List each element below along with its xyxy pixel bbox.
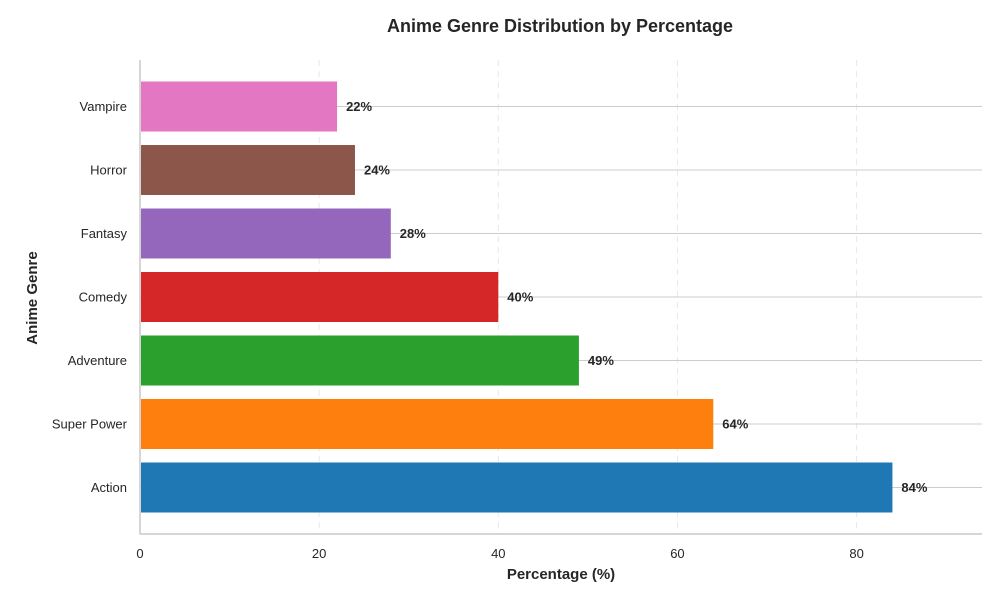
y-tick-label-adventure: Adventure bbox=[68, 353, 127, 368]
x-tick-label: 20 bbox=[312, 546, 326, 561]
data-label-comedy: 40% bbox=[507, 290, 533, 305]
x-tick-labels: 0 20 40 60 80 bbox=[136, 546, 863, 561]
x-tick-label: 40 bbox=[491, 546, 505, 561]
y-tick-label-fantasy: Fantasy bbox=[81, 226, 128, 241]
data-label-vampire: 22% bbox=[346, 99, 372, 114]
data-labels: 84% 64% 49% 40% 28% 24% 22% bbox=[346, 99, 928, 495]
bar-adventure bbox=[141, 335, 579, 386]
y-tick-label-comedy: Comedy bbox=[79, 290, 128, 305]
x-tick-label: 80 bbox=[849, 546, 863, 561]
bar-super-power bbox=[141, 399, 714, 449]
axes bbox=[139, 60, 982, 535]
y-tick-label-super-power: Super Power bbox=[52, 417, 128, 432]
bar-vampire bbox=[141, 81, 338, 132]
bar-horror bbox=[141, 145, 355, 195]
data-label-super-power: 64% bbox=[722, 417, 748, 432]
y-tick-labels: Action Super Power Adventure Comedy Fantasy H… bbox=[52, 99, 128, 495]
x-tick-label: 60 bbox=[670, 546, 684, 561]
bar-fantasy bbox=[141, 208, 391, 259]
data-label-adventure: 49% bbox=[588, 353, 614, 368]
y-tick-label-horror: Horror bbox=[90, 163, 128, 178]
y-axis-label: Anime Genre bbox=[24, 251, 41, 344]
data-label-horror: 24% bbox=[364, 163, 390, 178]
bars bbox=[141, 81, 893, 513]
bar-action bbox=[141, 462, 893, 513]
y-tick-label-action: Action bbox=[91, 480, 127, 495]
bar-comedy bbox=[141, 272, 499, 322]
data-label-action: 84% bbox=[901, 480, 927, 495]
x-axis-label: Percentage (%) bbox=[507, 566, 615, 583]
data-label-fantasy: 28% bbox=[400, 226, 426, 241]
chart-title: Anime Genre Distribution by Percentage bbox=[387, 16, 733, 36]
x-tick-label: 0 bbox=[136, 546, 143, 561]
y-tick-label-vampire: Vampire bbox=[80, 99, 127, 114]
